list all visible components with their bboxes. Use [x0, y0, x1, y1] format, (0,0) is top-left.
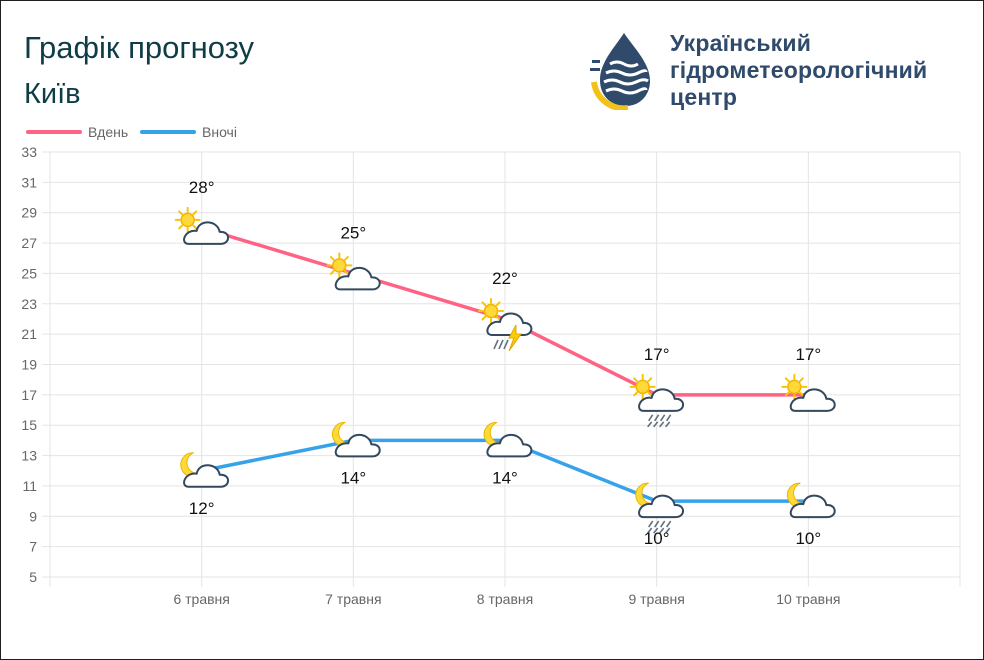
data-label: 17° [644, 345, 670, 364]
y-tick-label: 5 [29, 569, 37, 585]
x-tick-label: 10 травня [776, 591, 840, 607]
sun-cloud-icon [326, 252, 381, 291]
legend-label: Вночі [202, 124, 237, 140]
logo-line-1: Український [670, 30, 812, 56]
sun-cloud-rain-icon [629, 373, 685, 428]
logo-text: Український гідрометеорологічний центр [670, 30, 927, 111]
y-tick-label: 15 [21, 417, 37, 433]
data-label: 14° [340, 468, 366, 487]
y-tick-label: 17 [21, 387, 37, 403]
sun-cloud-thunder-icon [478, 297, 533, 352]
data-label: 25° [340, 223, 366, 242]
y-tick-label: 9 [29, 508, 37, 524]
data-label: 28° [189, 178, 215, 197]
y-tick-label: 25 [21, 265, 37, 281]
data-label: 22° [492, 269, 518, 288]
x-tick-label: 8 травня [477, 591, 533, 607]
y-tick-label: 19 [21, 357, 37, 373]
y-tick-label: 13 [21, 448, 37, 464]
x-tick-label: 7 травня [325, 591, 381, 607]
sun-cloud-icon [174, 206, 230, 245]
legend-label: Вдень [88, 124, 128, 140]
logo-line-3: центр [670, 84, 738, 110]
y-tick-label: 21 [21, 326, 37, 342]
x-tick-label: 6 травня [173, 591, 229, 607]
y-tick-label: 27 [21, 235, 37, 251]
data-label: 12° [189, 499, 215, 518]
logo-line-2: гідрометеорологічний [670, 57, 928, 83]
y-tick-label: 31 [21, 174, 37, 190]
y-tick-label: 29 [21, 205, 37, 221]
moon-cloud-icon [331, 421, 381, 458]
data-label: 17° [795, 345, 821, 364]
moon-cloud-icon [786, 482, 836, 519]
y-tick-label: 11 [22, 478, 37, 494]
city-name: Київ [24, 78, 81, 110]
x-tick-label: 9 травня [628, 591, 684, 607]
hydromet-drop-icon [590, 33, 650, 110]
sun-cloud-icon [781, 373, 836, 412]
data-label: 10° [795, 529, 821, 548]
moon-cloud-rain-icon [635, 482, 685, 534]
y-tick-label: 7 [29, 539, 37, 555]
moon-cloud-icon [180, 452, 230, 488]
y-tick-label: 23 [21, 296, 37, 312]
data-label: 10° [644, 529, 670, 548]
data-label: 14° [492, 468, 518, 487]
y-tick-label: 33 [21, 144, 37, 160]
logo: Український гідрометеорологічний центр [590, 30, 970, 114]
moon-cloud-icon [483, 421, 533, 458]
page-title: Графік прогнозу [24, 30, 255, 65]
